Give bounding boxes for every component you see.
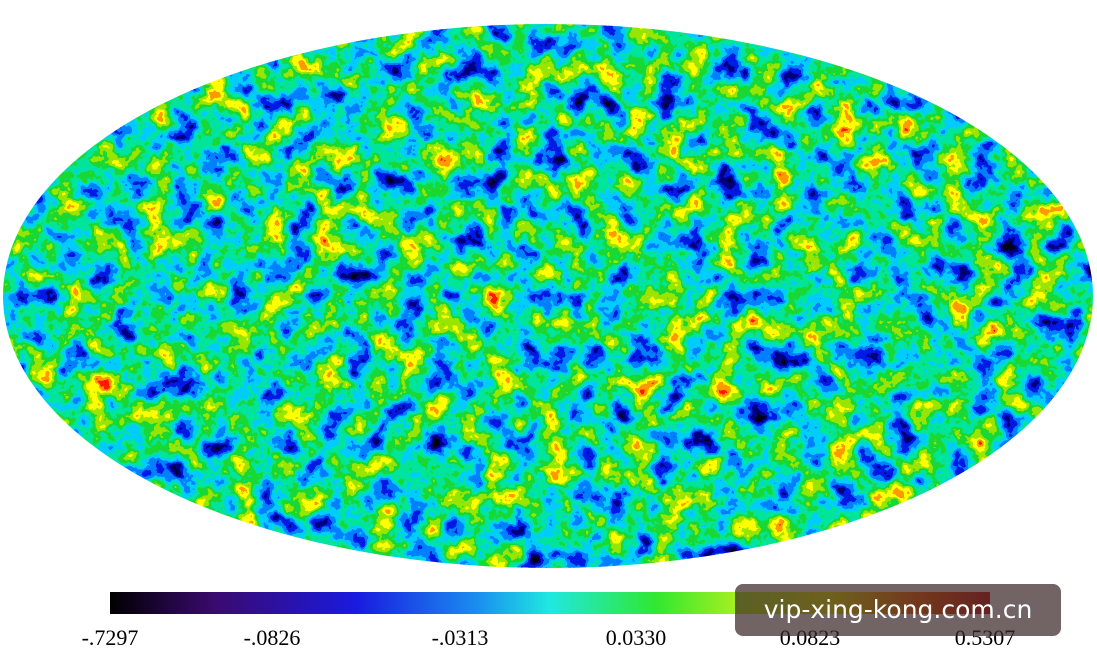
sky-map bbox=[3, 24, 1093, 568]
colorbar-tick-label: -.0826 bbox=[244, 625, 301, 650]
colorbar-tick-label: 0.0330 bbox=[606, 625, 667, 650]
temperature-field bbox=[3, 24, 1093, 568]
watermark: vip-xing-kong.com.cn bbox=[735, 584, 1061, 636]
colorbar-tick-label: -.0313 bbox=[432, 625, 489, 650]
colorbar-tick-label: -.7297 bbox=[82, 625, 139, 650]
